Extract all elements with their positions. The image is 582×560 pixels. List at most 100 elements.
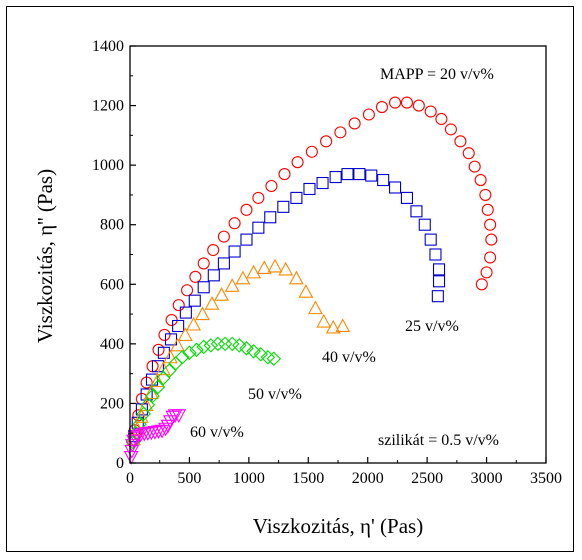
x-tick-label: 3500	[530, 470, 562, 487]
data-point	[143, 385, 159, 400]
data-point	[210, 336, 226, 352]
y-tick-label: 1000	[92, 157, 124, 174]
y-tick-label: 1200	[92, 98, 124, 115]
data-point	[189, 270, 202, 283]
data-point	[316, 313, 332, 328]
labels: Viszkozitás, η' (Pas) Viszkozitás, η'' (…	[33, 66, 499, 538]
x-tick-label: 2500	[411, 470, 443, 487]
data-point	[197, 257, 210, 270]
data-point	[170, 337, 185, 352]
data-point	[232, 338, 247, 353]
data-point	[252, 221, 265, 234]
x-tick-label: 500	[177, 470, 201, 487]
data-point	[158, 422, 174, 437]
data-point	[154, 424, 170, 439]
series-1	[128, 168, 446, 443]
data-point	[181, 284, 194, 297]
data-point	[182, 345, 197, 361]
x-tick-label: 0	[126, 470, 134, 487]
data-point	[188, 294, 201, 307]
y-tick-label: 200	[100, 395, 124, 412]
data-point	[217, 336, 233, 352]
data-point	[186, 316, 202, 331]
data-point	[150, 379, 166, 395]
data-point	[444, 123, 457, 136]
data-point	[228, 245, 241, 258]
data-point	[161, 363, 177, 378]
data-point	[431, 290, 444, 303]
series-3	[125, 336, 282, 450]
data-point	[432, 263, 446, 276]
data-point	[130, 430, 146, 444]
data-point	[298, 284, 314, 298]
annotation-top: MAPP = 20 v/v%	[380, 66, 494, 83]
data-point	[435, 112, 448, 126]
data-point	[267, 258, 283, 273]
data-point	[155, 361, 171, 376]
data-point	[362, 108, 375, 121]
data-point	[172, 299, 185, 312]
data-point	[484, 218, 497, 231]
data-point	[143, 426, 159, 441]
data-point	[207, 243, 220, 257]
data-point	[145, 388, 160, 404]
data-point	[335, 318, 351, 333]
series-label-60: 60 v/v%	[190, 424, 244, 441]
data-point	[468, 160, 481, 173]
x-tick-label: 2000	[352, 470, 384, 487]
data-point	[214, 287, 229, 301]
series-label-50: 50 v/v%	[248, 386, 302, 403]
data-point	[484, 251, 497, 264]
data-point	[195, 306, 210, 321]
data-point	[171, 409, 187, 423]
data-point	[133, 409, 149, 423]
data-point	[253, 347, 269, 362]
data-point	[235, 270, 251, 285]
data-point	[410, 205, 423, 218]
data-point	[246, 344, 261, 359]
data-point	[389, 181, 402, 194]
data-point	[149, 373, 165, 388]
data-point	[424, 233, 437, 246]
y-tick-label: 0	[116, 455, 124, 472]
data-point	[133, 428, 149, 443]
data-point	[136, 427, 152, 442]
x-tick-label: 1500	[292, 470, 324, 487]
data-point	[462, 147, 475, 160]
data-point	[217, 230, 230, 243]
x-tick-label: 3000	[471, 470, 503, 487]
data-marks	[123, 96, 498, 465]
data-point	[375, 101, 389, 114]
data-point	[277, 200, 290, 213]
data-point	[348, 117, 361, 130]
data-point	[228, 217, 241, 230]
data-point	[203, 338, 219, 353]
y-tick-label: 800	[100, 217, 124, 234]
data-point	[151, 425, 166, 440]
data-point	[204, 295, 220, 310]
data-point	[164, 333, 178, 346]
data-point	[341, 168, 354, 181]
data-point	[305, 145, 318, 158]
annotation-bottom: szilikát = 0.5 v/v%	[378, 432, 499, 449]
y-tick-label: 400	[100, 336, 124, 353]
data-point	[400, 96, 413, 109]
data-point	[196, 339, 211, 355]
data-point	[291, 156, 304, 169]
y-axis-label: Viszkozitás, η'' (Pas)	[33, 169, 57, 343]
data-point	[353, 168, 366, 181]
data-point	[158, 328, 171, 341]
data-point	[316, 176, 329, 190]
series-label-40: 40 v/v%	[322, 349, 376, 366]
data-point	[334, 126, 347, 139]
data-point	[179, 306, 192, 319]
data-point	[264, 211, 277, 224]
data-point	[481, 203, 494, 216]
data-point	[454, 135, 467, 148]
data-point	[207, 269, 220, 282]
data-point	[260, 349, 276, 365]
data-point	[365, 169, 378, 182]
data-point	[400, 191, 413, 204]
data-point	[266, 351, 282, 367]
